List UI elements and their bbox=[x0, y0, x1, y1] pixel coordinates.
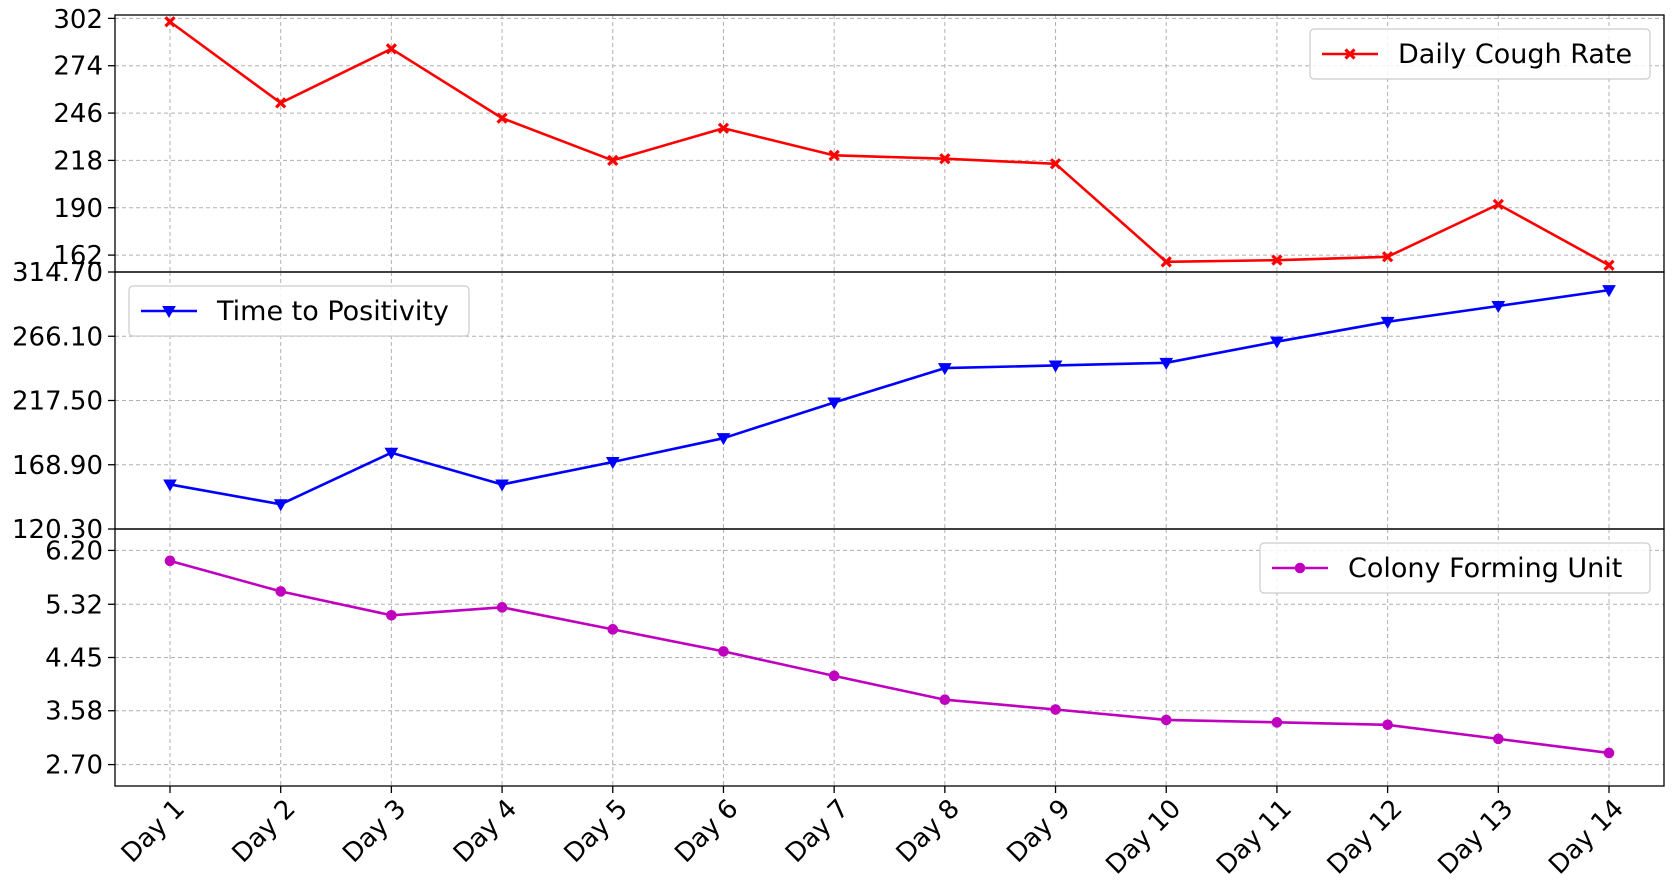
data-point bbox=[827, 397, 842, 410]
legend-box bbox=[1309, 28, 1651, 80]
data-point bbox=[716, 433, 731, 446]
legend-marker bbox=[1294, 562, 1306, 574]
y-tick-label: 266.10 bbox=[12, 322, 103, 352]
legend-box bbox=[1259, 542, 1651, 594]
y-tick-label: 190 bbox=[53, 194, 103, 224]
data-point bbox=[273, 499, 288, 512]
panel-frame bbox=[114, 528, 1665, 787]
data-point bbox=[1603, 259, 1615, 271]
x-tick-label: Day 10 bbox=[1100, 794, 1187, 881]
legend: Time to Positivity bbox=[128, 285, 470, 337]
x-tick-label: Day 6 bbox=[669, 794, 744, 869]
x-tick-label: Day 14 bbox=[1543, 794, 1630, 881]
x-tick-label: Day 8 bbox=[891, 794, 966, 869]
y-tick-label: 314.70 bbox=[12, 258, 103, 288]
y-tick-label: 120.30 bbox=[12, 515, 103, 545]
data-point bbox=[1270, 336, 1284, 349]
x-tick-label: Day 11 bbox=[1211, 794, 1298, 881]
data-point bbox=[1603, 747, 1615, 759]
series-line bbox=[169, 288, 1610, 506]
x-tick-label: Day 1 bbox=[116, 794, 191, 869]
data-point bbox=[164, 555, 176, 567]
data-point bbox=[1049, 158, 1062, 170]
data-point bbox=[1271, 717, 1283, 728]
data-point bbox=[1602, 285, 1616, 298]
data-point bbox=[1492, 198, 1504, 210]
y-tick-label: 274 bbox=[53, 52, 103, 82]
y-tick-label: 6.20 bbox=[45, 536, 103, 566]
data-point bbox=[384, 447, 399, 460]
legend-label: Daily Cough Rate bbox=[1398, 39, 1632, 70]
y-tick-label: 3.58 bbox=[45, 697, 103, 727]
legend-box bbox=[128, 285, 470, 337]
y-tick-label: 4.45 bbox=[45, 644, 103, 674]
x-tick-label: Day 2 bbox=[227, 794, 302, 869]
data-point bbox=[1050, 704, 1061, 715]
data-point bbox=[828, 149, 840, 161]
x-tick-label: Day 13 bbox=[1432, 794, 1519, 881]
data-point bbox=[828, 670, 840, 682]
series-line bbox=[169, 559, 1610, 755]
data-point bbox=[939, 694, 951, 706]
data-point bbox=[386, 609, 397, 621]
data-point bbox=[1048, 360, 1063, 373]
data-point bbox=[1160, 256, 1172, 268]
data-point bbox=[937, 363, 952, 376]
data-point bbox=[939, 153, 951, 165]
legend: Colony Forming Unit bbox=[1259, 542, 1651, 594]
data-point bbox=[164, 16, 176, 28]
data-point bbox=[496, 602, 508, 613]
panel-1: 162 190 218 246 274 302 Daily Cough Rate bbox=[53, 5, 1665, 273]
x-tick-label: Day 5 bbox=[559, 794, 634, 869]
data-point bbox=[1381, 251, 1394, 263]
data-point bbox=[718, 646, 729, 657]
data-point bbox=[607, 154, 619, 167]
panel-2: 120.30 168.90 217.50 266.10 314.70 Time to Po… bbox=[12, 258, 1665, 545]
data-point bbox=[163, 479, 177, 492]
data-point bbox=[1160, 714, 1172, 726]
data-point bbox=[605, 456, 620, 469]
legend: Daily Cough Rate bbox=[1309, 28, 1651, 80]
x-tick-label: Day 4 bbox=[448, 794, 523, 869]
data-point bbox=[275, 97, 287, 109]
x-tick-label: Day 3 bbox=[337, 794, 412, 869]
legend-marker bbox=[1344, 48, 1356, 60]
data-point bbox=[1159, 357, 1174, 370]
y-tick-label: 218 bbox=[53, 146, 103, 176]
y-tick-label: 5.32 bbox=[45, 590, 103, 620]
data-point bbox=[1382, 719, 1393, 731]
data-point bbox=[1380, 316, 1395, 329]
y-tick-label: 162 bbox=[53, 241, 103, 271]
data-point bbox=[275, 586, 286, 597]
data-point bbox=[496, 112, 508, 124]
x-tick-label: Day 12 bbox=[1322, 794, 1409, 881]
legend-marker bbox=[162, 306, 176, 319]
legend-label: Time to Positivity bbox=[216, 296, 449, 327]
y-tick-label: 246 bbox=[53, 99, 103, 129]
legend-label: Colony Forming Unit bbox=[1348, 553, 1622, 584]
data-point bbox=[1493, 733, 1504, 745]
panel-3: 2.70 3.58 4.45 5.32 6.20 Colony Forming Unit bbox=[45, 528, 1665, 787]
y-tick-label: 302 bbox=[53, 5, 103, 35]
data-point bbox=[495, 479, 509, 492]
y-tick-label: 217.50 bbox=[12, 387, 103, 417]
data-point bbox=[1271, 254, 1283, 266]
y-tick-label: 2.70 bbox=[45, 751, 103, 781]
data-point bbox=[385, 43, 398, 55]
x-tick-label: Day 7 bbox=[780, 794, 855, 869]
x-tick-label: Day 9 bbox=[1001, 794, 1076, 869]
series-line bbox=[169, 20, 1610, 267]
y-tick-label: 168.90 bbox=[12, 451, 103, 481]
data-point bbox=[1491, 300, 1506, 313]
data-point bbox=[607, 624, 619, 635]
data-point bbox=[717, 122, 730, 134]
